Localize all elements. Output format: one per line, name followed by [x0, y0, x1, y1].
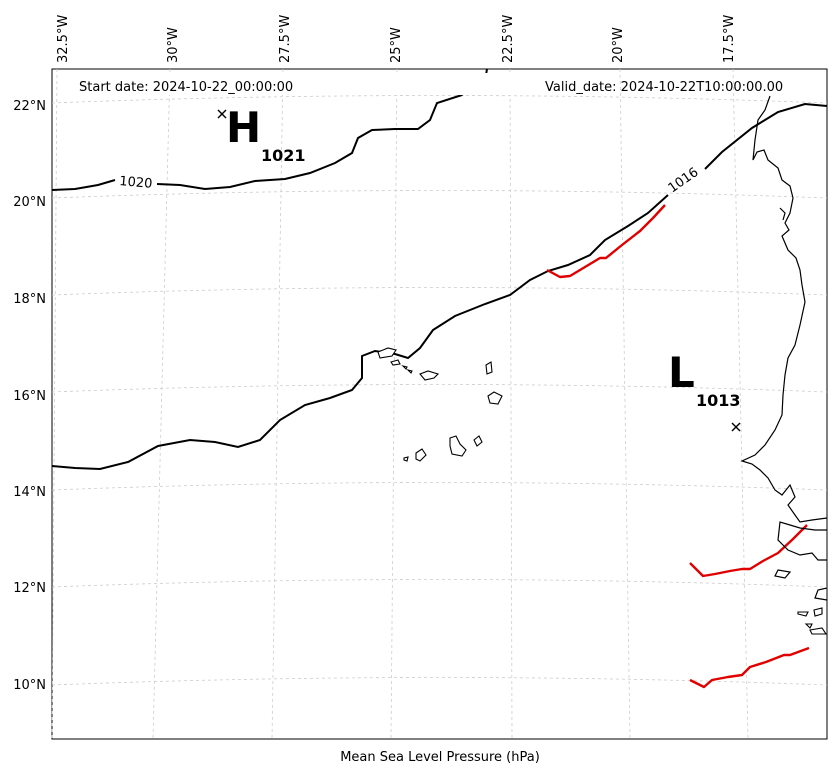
- lat-tick-16n: 16°N: [13, 389, 46, 404]
- start-date: Start date: 2024-10-22_00:00:00: [79, 80, 293, 95]
- low-pressure-value: 1013: [696, 391, 741, 410]
- valid-date: Valid_date: 2024-10-22T10:00:00.00: [545, 80, 783, 95]
- lat-tick-18n: 18°N: [13, 292, 46, 307]
- latitude-tick-labels: 22°N 20°N 18°N 16°N 14°N 12°N 10°N: [13, 99, 46, 693]
- lat-tick-10n: 10°N: [13, 678, 46, 693]
- lon-tick-17-5w: 17.5°W: [722, 15, 737, 63]
- lat-tick-22n: 22°N: [13, 99, 46, 114]
- low-pressure-label: L: [668, 348, 695, 397]
- pressure-map: 1020 1016 Start date: 2024-10-22_00:00:0…: [0, 0, 837, 783]
- lat-tick-14n: 14°N: [13, 485, 46, 500]
- lon-tick-20w: 20°W: [611, 27, 626, 63]
- lon-tick-30w: 30°W: [166, 27, 181, 63]
- high-pressure-value: 1021: [261, 146, 306, 165]
- longitude-tick-labels: 32.5°W 30°W 27.5°W 25°W 22.5°W 20°W 17.5…: [56, 15, 737, 63]
- lon-tick-27-5w: 27.5°W: [278, 15, 293, 63]
- map-caption: Mean Sea Level Pressure (hPa): [340, 750, 540, 765]
- lon-tick-32-5w: 32.5°W: [56, 15, 71, 63]
- lat-tick-20n: 20°N: [13, 195, 46, 210]
- lat-tick-12n: 12°N: [13, 581, 46, 596]
- high-pressure-label: H: [226, 103, 261, 152]
- lon-tick-25w: 25°W: [389, 27, 404, 63]
- isobar-label-1020: 1020: [119, 174, 153, 192]
- lon-tick-22-5w: 22.5°W: [501, 15, 516, 63]
